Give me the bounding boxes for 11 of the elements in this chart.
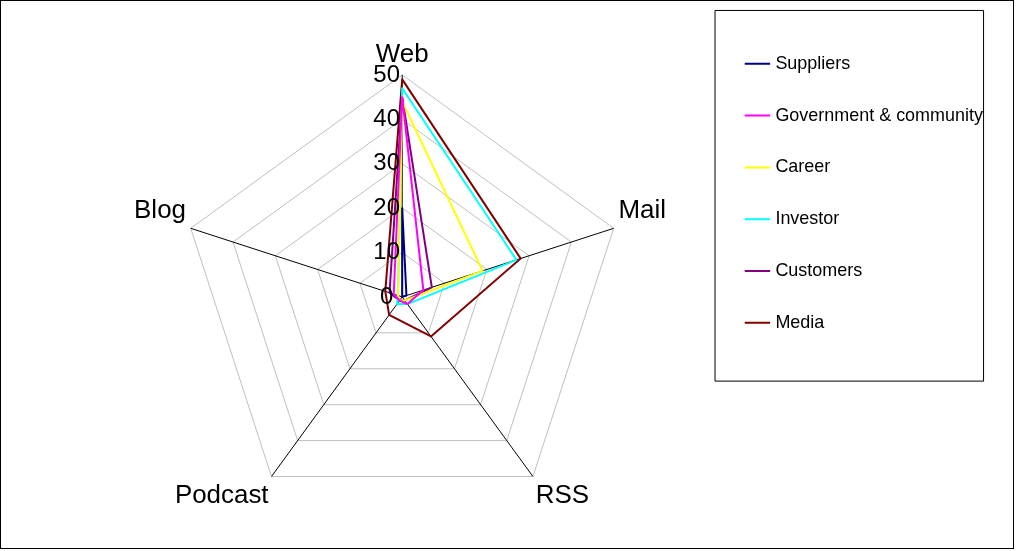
spoke-label: RSS bbox=[535, 480, 590, 509]
legend-label: Government & community bbox=[775, 104, 983, 125]
legend-label: Career bbox=[775, 156, 831, 177]
spoke-label: Blog bbox=[134, 195, 186, 224]
y-tick-label: 40 bbox=[373, 103, 400, 131]
spoke-label: Podcast bbox=[174, 480, 270, 509]
legend-label: Investor bbox=[775, 208, 840, 229]
legend-label: Customers bbox=[775, 259, 863, 280]
legend-label: Media bbox=[775, 311, 825, 332]
spoke-label: Mail bbox=[618, 195, 666, 224]
legend-label: Suppliers bbox=[775, 52, 851, 73]
